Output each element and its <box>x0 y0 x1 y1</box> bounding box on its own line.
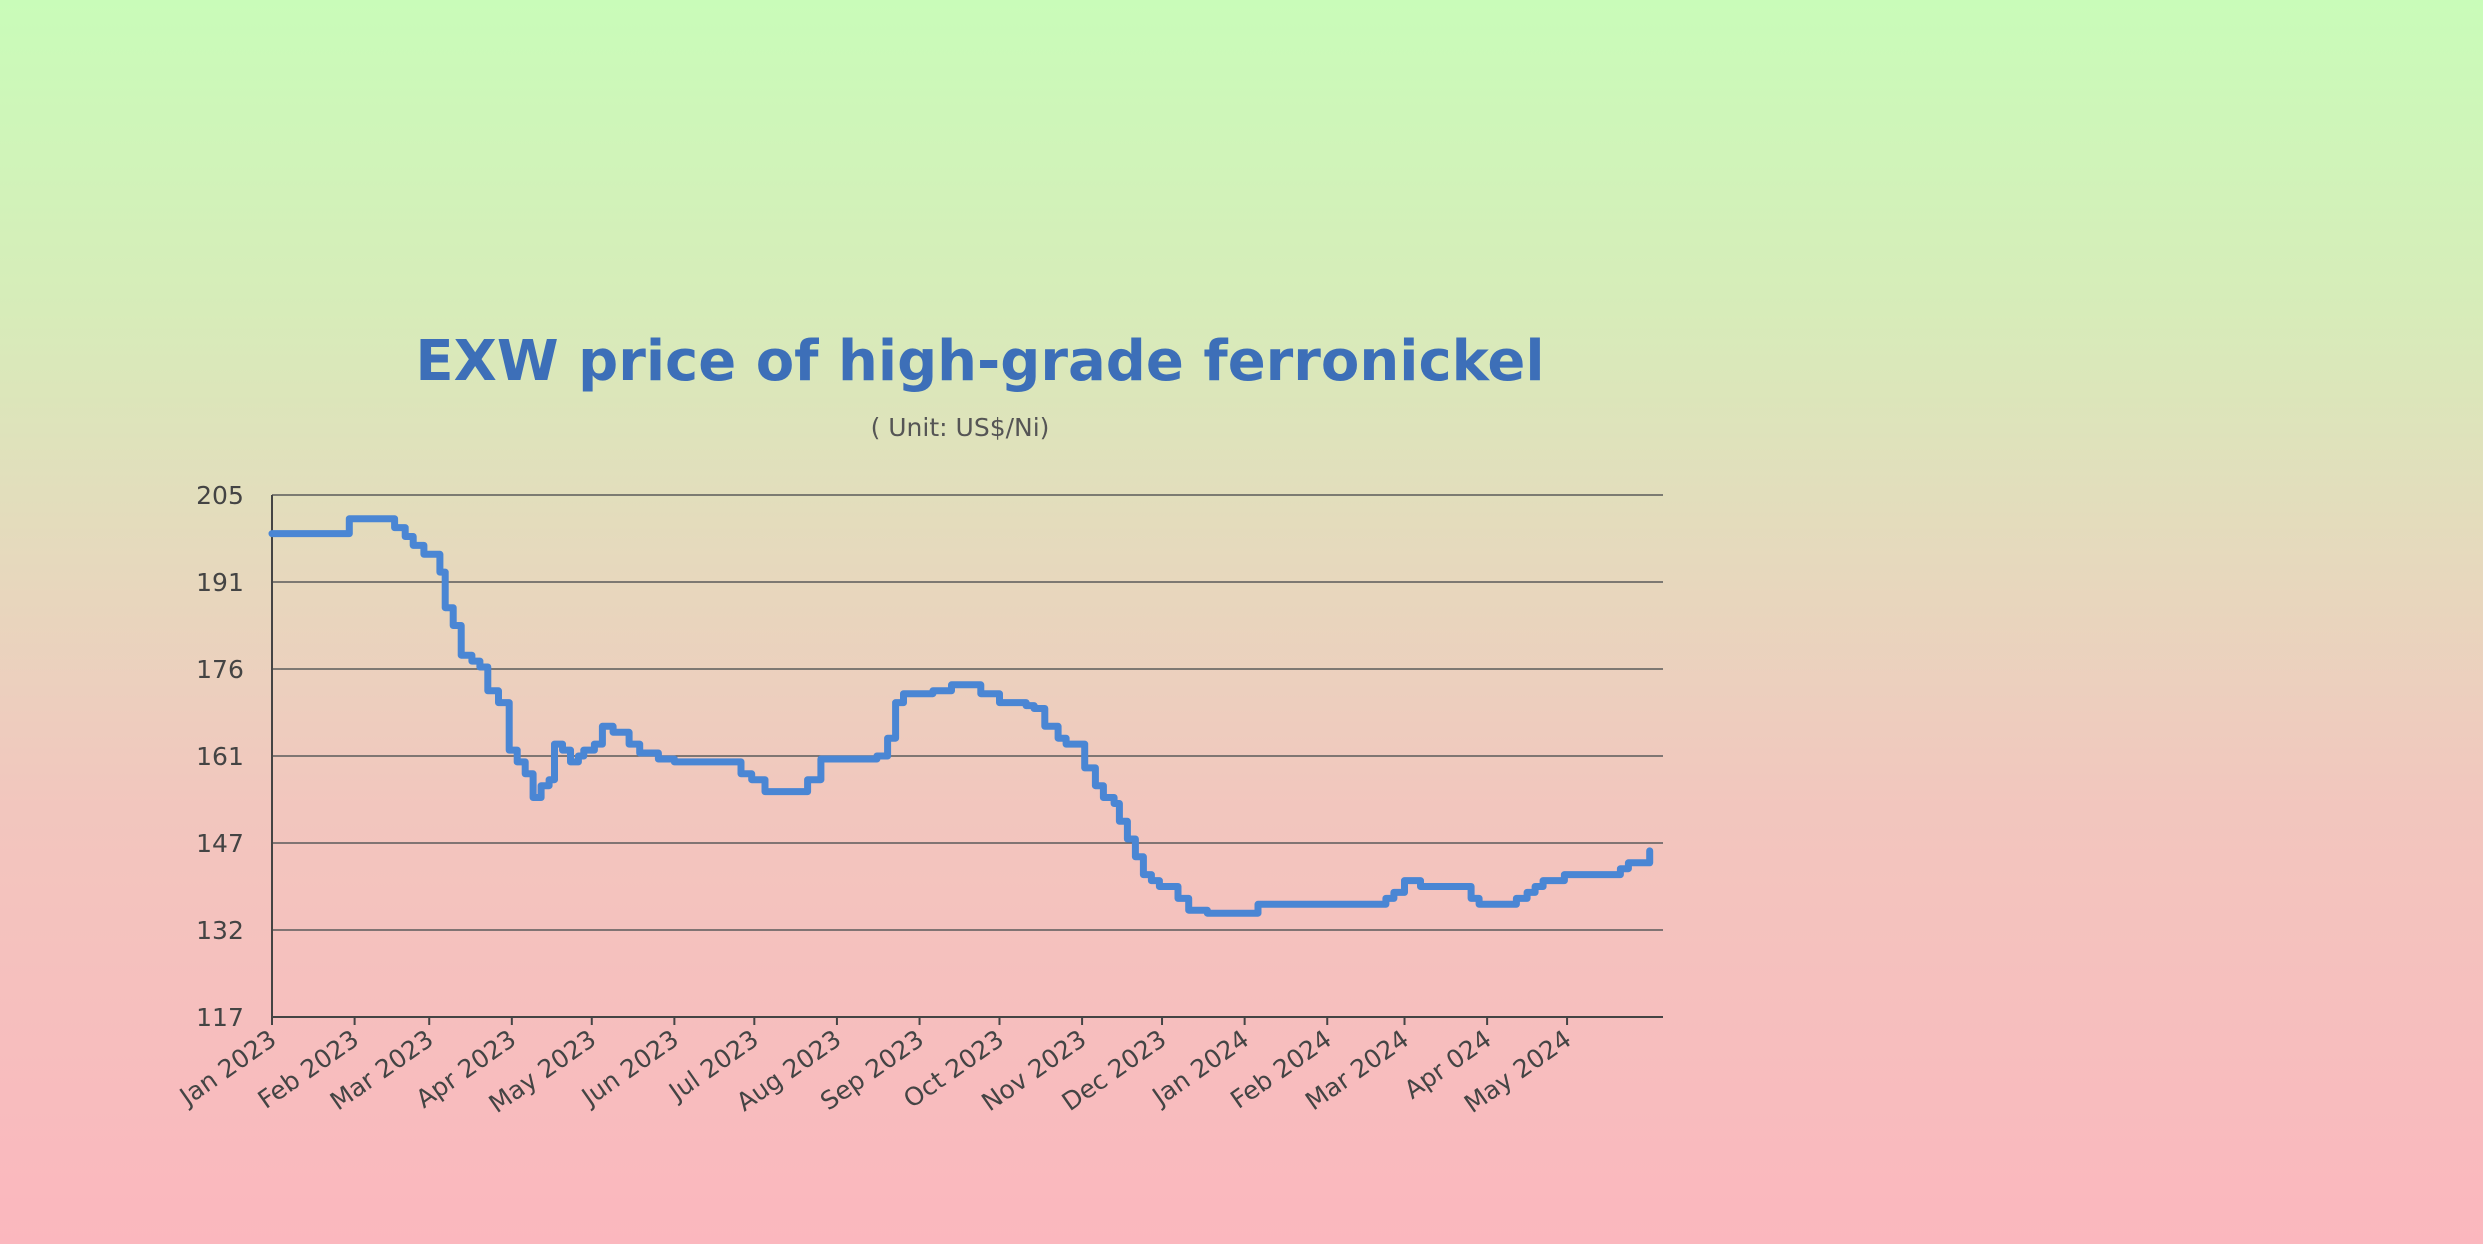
y-tick-label: 176 <box>196 655 244 684</box>
y-axis-tick-labels: 205 191 176 161 147 132 117 <box>196 481 244 1032</box>
y-tick-label: 117 <box>196 1003 244 1032</box>
series-group <box>268 515 1654 917</box>
y-tick-label: 205 <box>196 481 244 510</box>
series-line <box>268 515 1654 917</box>
gridlines <box>272 494 1663 931</box>
y-tick-label: 161 <box>196 742 244 771</box>
y-tick-label: 132 <box>196 916 244 945</box>
chart-subtitle: ( Unit: US$/Ni) <box>871 413 1050 442</box>
y-tick-label: 147 <box>196 829 244 858</box>
axes <box>271 495 1663 1025</box>
y-tick-label: 191 <box>196 568 244 597</box>
chart-title: EXW price of high-grade ferronickel <box>415 329 1544 394</box>
